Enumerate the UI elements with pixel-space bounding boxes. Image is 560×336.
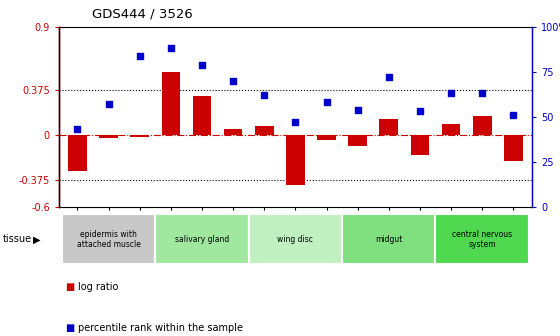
FancyBboxPatch shape [62,214,155,264]
Bar [442,124,460,135]
Bar [473,116,492,135]
Text: salivary gland: salivary gland [175,235,229,244]
Bar [348,135,367,145]
Point [322,100,331,105]
Point [416,109,424,114]
Bar [130,135,149,137]
Text: GDS444 / 3526: GDS444 / 3526 [92,7,193,20]
Point [166,46,175,51]
Text: ▶: ▶ [32,235,40,244]
FancyBboxPatch shape [155,214,249,264]
Text: ■: ■ [66,282,75,292]
Bar [99,135,118,138]
Point [353,107,362,112]
Bar [224,129,242,135]
FancyBboxPatch shape [249,214,342,264]
FancyBboxPatch shape [436,214,529,264]
Bar [161,73,180,135]
Point [136,53,144,58]
Point [478,91,487,96]
Text: midgut: midgut [375,235,403,244]
Text: tissue: tissue [3,235,32,244]
Bar [504,135,522,161]
Bar [317,135,336,139]
FancyBboxPatch shape [342,214,436,264]
Text: wing disc: wing disc [277,235,314,244]
Point [198,62,207,67]
Text: central nervous
system: central nervous system [452,230,512,249]
Text: percentile rank within the sample: percentile rank within the sample [78,323,244,333]
Bar [68,135,87,171]
Point [228,78,237,84]
Point [73,127,82,132]
Text: log ratio: log ratio [78,282,119,292]
Bar [193,96,211,135]
Bar [255,126,274,135]
Point [104,101,113,107]
Bar [410,135,430,155]
Point [446,91,455,96]
Point [384,75,393,80]
Text: epidermis with
attached muscle: epidermis with attached muscle [77,230,141,249]
Bar [380,119,398,135]
Point [260,92,269,98]
Bar [286,135,305,185]
Text: ■: ■ [66,323,75,333]
Point [509,112,518,118]
Point [291,120,300,125]
